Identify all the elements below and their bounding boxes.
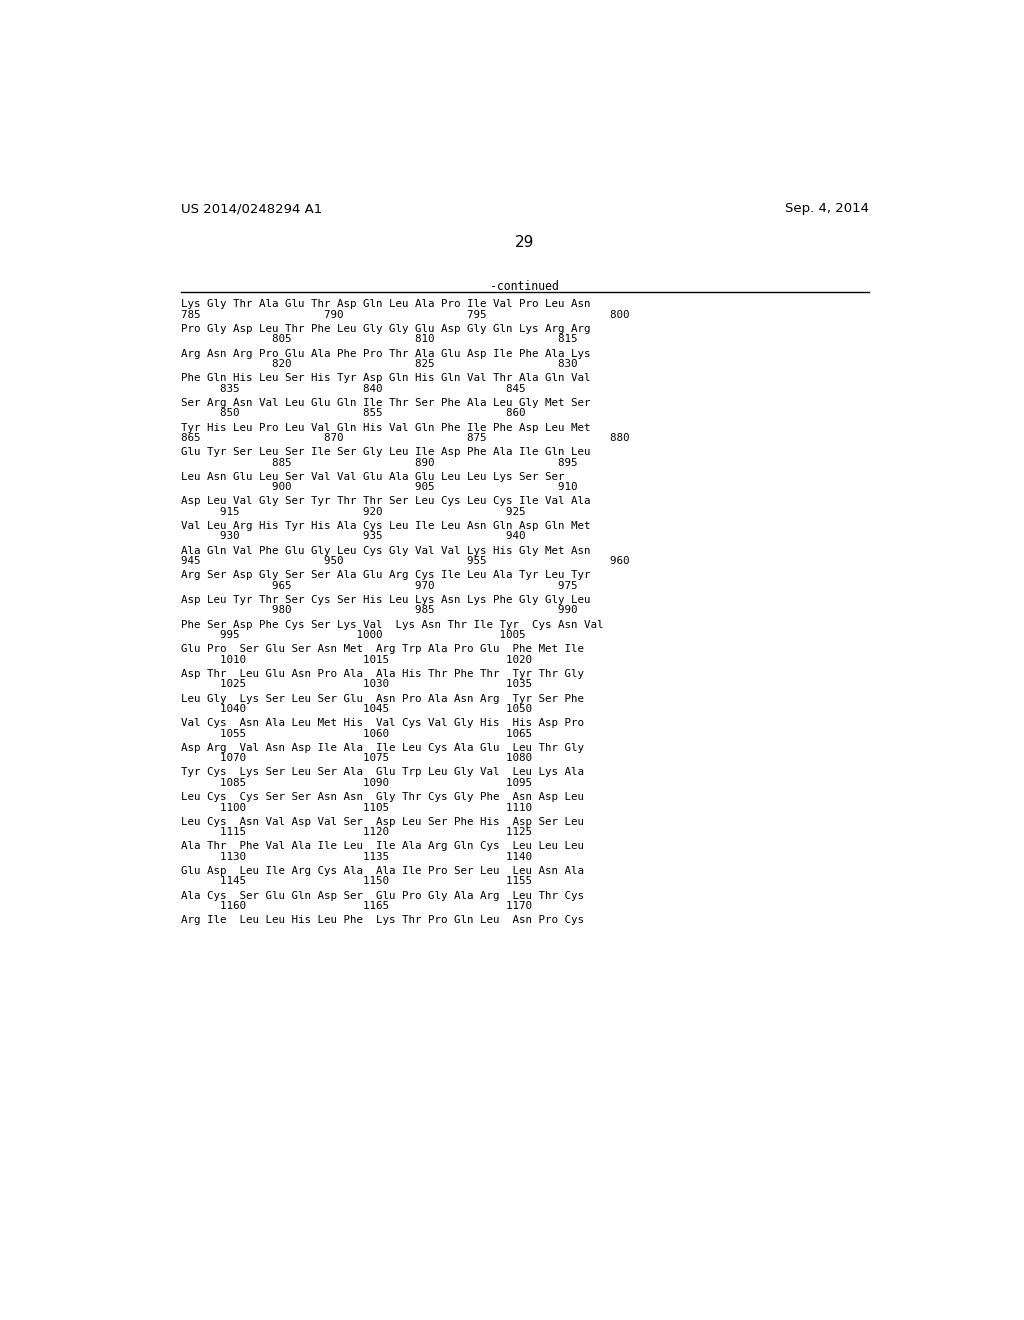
Text: 930                   935                   940: 930 935 940 xyxy=(180,532,525,541)
Text: Glu Pro  Ser Glu Ser Asn Met  Arg Trp Ala Pro Glu  Phe Met Ile: Glu Pro Ser Glu Ser Asn Met Arg Trp Ala … xyxy=(180,644,584,655)
Text: Leu Gly  Lys Ser Leu Ser Glu  Asn Pro Ala Asn Arg  Tyr Ser Phe: Leu Gly Lys Ser Leu Ser Glu Asn Pro Ala … xyxy=(180,693,584,704)
Text: Leu Asn Glu Leu Ser Val Val Glu Ala Glu Leu Leu Lys Ser Ser: Leu Asn Glu Leu Ser Val Val Glu Ala Glu … xyxy=(180,471,564,482)
Text: 1040                  1045                  1050: 1040 1045 1050 xyxy=(180,704,531,714)
Text: Arg Asn Arg Pro Glu Ala Phe Pro Thr Ala Glu Asp Ile Phe Ala Lys: Arg Asn Arg Pro Glu Ala Phe Pro Thr Ala … xyxy=(180,348,590,359)
Text: 835                   840                   845: 835 840 845 xyxy=(180,384,525,393)
Text: 1160                  1165                  1170: 1160 1165 1170 xyxy=(180,902,531,911)
Text: Lys Gly Thr Ala Glu Thr Asp Gln Leu Ala Pro Ile Val Pro Leu Asn: Lys Gly Thr Ala Glu Thr Asp Gln Leu Ala … xyxy=(180,300,590,309)
Text: Arg Ile  Leu Leu His Leu Phe  Lys Thr Pro Gln Leu  Asn Pro Cys: Arg Ile Leu Leu His Leu Phe Lys Thr Pro … xyxy=(180,915,584,925)
Text: 980                   985                   990: 980 985 990 xyxy=(180,606,578,615)
Text: Leu Cys  Asn Val Asp Val Ser  Asp Leu Ser Phe His  Asp Ser Leu: Leu Cys Asn Val Asp Val Ser Asp Leu Ser … xyxy=(180,817,584,826)
Text: 805                   810                   815: 805 810 815 xyxy=(180,334,578,345)
Text: 785                   790                   795                   800: 785 790 795 800 xyxy=(180,310,629,319)
Text: 900                   905                   910: 900 905 910 xyxy=(180,482,578,492)
Text: Ala Cys  Ser Glu Gln Asp Ser  Glu Pro Gly Ala Arg  Leu Thr Cys: Ala Cys Ser Glu Gln Asp Ser Glu Pro Gly … xyxy=(180,891,584,900)
Text: 1070                  1075                  1080: 1070 1075 1080 xyxy=(180,754,531,763)
Text: 945                   950                   955                   960: 945 950 955 960 xyxy=(180,556,629,566)
Text: 885                   890                   895: 885 890 895 xyxy=(180,458,578,467)
Text: Tyr Cys  Lys Ser Leu Ser Ala  Glu Trp Leu Gly Val  Leu Lys Ala: Tyr Cys Lys Ser Leu Ser Ala Glu Trp Leu … xyxy=(180,767,584,777)
Text: Val Cys  Asn Ala Leu Met His  Val Cys Val Gly His  His Asp Pro: Val Cys Asn Ala Leu Met His Val Cys Val … xyxy=(180,718,584,729)
Text: 1025                  1030                  1035: 1025 1030 1035 xyxy=(180,680,531,689)
Text: 1010                  1015                  1020: 1010 1015 1020 xyxy=(180,655,531,665)
Text: 1100                  1105                  1110: 1100 1105 1110 xyxy=(180,803,531,813)
Text: 1145                  1150                  1155: 1145 1150 1155 xyxy=(180,876,531,887)
Text: Tyr His Leu Pro Leu Val Gln His Val Gln Phe Ile Phe Asp Leu Met: Tyr His Leu Pro Leu Val Gln His Val Gln … xyxy=(180,422,590,433)
Text: 965                   970                   975: 965 970 975 xyxy=(180,581,578,591)
Text: 915                   920                   925: 915 920 925 xyxy=(180,507,525,517)
Text: Asp Leu Val Gly Ser Tyr Thr Thr Ser Leu Cys Leu Cys Ile Val Ala: Asp Leu Val Gly Ser Tyr Thr Thr Ser Leu … xyxy=(180,496,590,507)
Text: Arg Ser Asp Gly Ser Ser Ala Glu Arg Cys Ile Leu Ala Tyr Leu Tyr: Arg Ser Asp Gly Ser Ser Ala Glu Arg Cys … xyxy=(180,570,590,581)
Text: Asp Thr  Leu Glu Asn Pro Ala  Ala His Thr Phe Thr  Tyr Thr Gly: Asp Thr Leu Glu Asn Pro Ala Ala His Thr … xyxy=(180,669,584,678)
Text: 1085                  1090                  1095: 1085 1090 1095 xyxy=(180,777,531,788)
Text: Asp Leu Tyr Thr Ser Cys Ser His Leu Lys Asn Lys Phe Gly Gly Leu: Asp Leu Tyr Thr Ser Cys Ser His Leu Lys … xyxy=(180,595,590,605)
Text: 1115                  1120                  1125: 1115 1120 1125 xyxy=(180,828,531,837)
Text: Phe Gln His Leu Ser His Tyr Asp Gln His Gln Val Thr Ala Gln Val: Phe Gln His Leu Ser His Tyr Asp Gln His … xyxy=(180,374,590,383)
Text: US 2014/0248294 A1: US 2014/0248294 A1 xyxy=(180,202,322,215)
Text: 1055                  1060                  1065: 1055 1060 1065 xyxy=(180,729,531,739)
Text: Ser Arg Asn Val Leu Glu Gln Ile Thr Ser Phe Ala Leu Gly Met Ser: Ser Arg Asn Val Leu Glu Gln Ile Thr Ser … xyxy=(180,397,590,408)
Text: Ala Thr  Phe Val Ala Ile Leu  Ile Ala Arg Gln Cys  Leu Leu Leu: Ala Thr Phe Val Ala Ile Leu Ile Ala Arg … xyxy=(180,841,584,851)
Text: Phe Ser Asp Phe Cys Ser Lys Val  Lys Asn Thr Ile Tyr  Cys Asn Val: Phe Ser Asp Phe Cys Ser Lys Val Lys Asn … xyxy=(180,619,603,630)
Text: 850                   855                   860: 850 855 860 xyxy=(180,408,525,418)
Text: Val Leu Arg His Tyr His Ala Cys Leu Ile Leu Asn Gln Asp Gln Met: Val Leu Arg His Tyr His Ala Cys Leu Ile … xyxy=(180,521,590,531)
Text: -continued: -continued xyxy=(490,280,559,293)
Text: 995                  1000                  1005: 995 1000 1005 xyxy=(180,630,525,640)
Text: Glu Asp  Leu Ile Arg Cys Ala  Ala Ile Pro Ser Leu  Leu Asn Ala: Glu Asp Leu Ile Arg Cys Ala Ala Ile Pro … xyxy=(180,866,584,876)
Text: 820                   825                   830: 820 825 830 xyxy=(180,359,578,370)
Text: Ala Gln Val Phe Glu Gly Leu Cys Gly Val Val Lys His Gly Met Asn: Ala Gln Val Phe Glu Gly Leu Cys Gly Val … xyxy=(180,545,590,556)
Text: 29: 29 xyxy=(515,235,535,251)
Text: Glu Tyr Ser Leu Ser Ile Ser Gly Leu Ile Asp Phe Ala Ile Gln Leu: Glu Tyr Ser Leu Ser Ile Ser Gly Leu Ile … xyxy=(180,447,590,457)
Text: Asp Arg  Val Asn Asp Ile Ala  Ile Leu Cys Ala Glu  Leu Thr Gly: Asp Arg Val Asn Asp Ile Ala Ile Leu Cys … xyxy=(180,743,584,752)
Text: 865                   870                   875                   880: 865 870 875 880 xyxy=(180,433,629,444)
Text: Leu Cys  Cys Ser Ser Asn Asn  Gly Thr Cys Gly Phe  Asn Asp Leu: Leu Cys Cys Ser Ser Asn Asn Gly Thr Cys … xyxy=(180,792,584,803)
Text: 1130                  1135                  1140: 1130 1135 1140 xyxy=(180,851,531,862)
Text: Pro Gly Asp Leu Thr Phe Leu Gly Gly Glu Asp Gly Gln Lys Arg Arg: Pro Gly Asp Leu Thr Phe Leu Gly Gly Glu … xyxy=(180,323,590,334)
Text: Sep. 4, 2014: Sep. 4, 2014 xyxy=(785,202,869,215)
